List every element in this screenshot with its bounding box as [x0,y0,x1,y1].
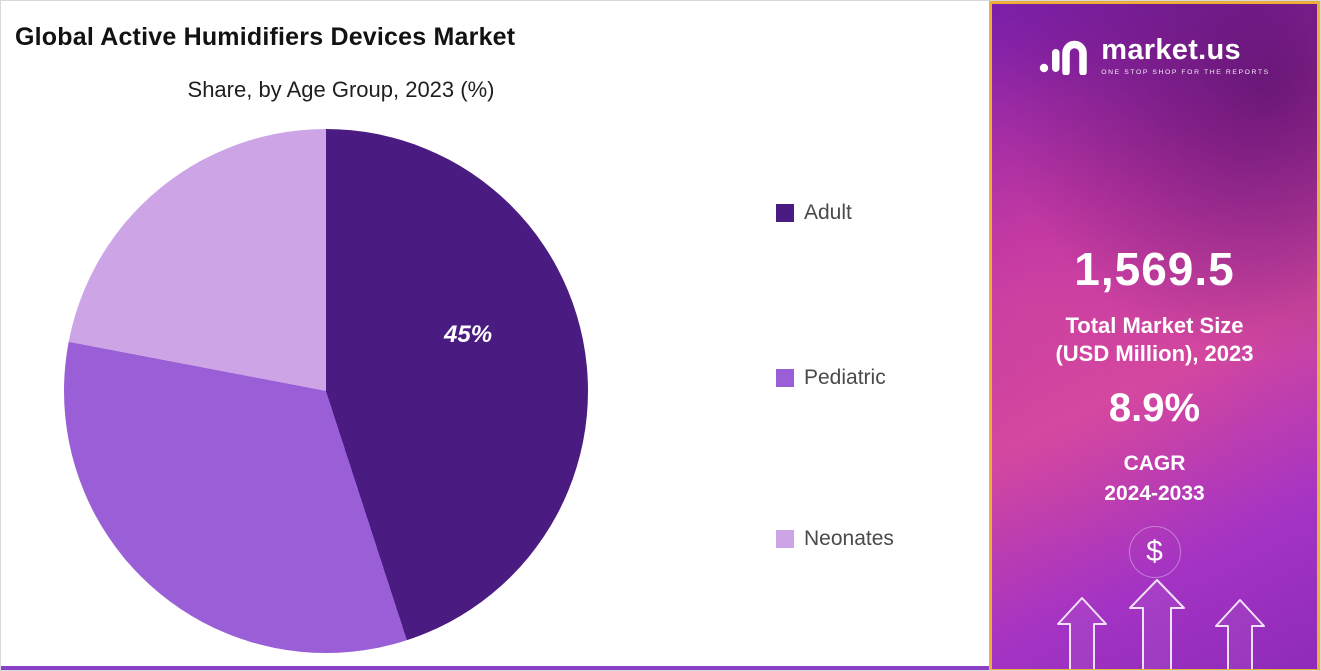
market-size-label: Total Market Size (USD Million), 2023 [992,312,1317,368]
legend-item-neonates: Neonates [776,527,894,551]
brand-name: market.us [1101,34,1241,66]
dollar-icon: $ [1146,535,1163,568]
cagr-period: 2024-2033 [1104,482,1205,505]
cagr-value: 8.9% [1108,386,1201,430]
pie-slice-label-adult: 45% [444,321,493,348]
brand-sidebar: market.us ONE STOP SHOP FOR THE REPORTS … [989,1,1320,670]
growth-arrows-icon [1057,579,1265,669]
legend-label-neonates: Neonates [804,527,894,550]
chart-panel: Global Active Humidifiers Devices Market… [1,1,991,670]
cagr-label: CAGR [1123,452,1186,475]
market-size-value: 1,569.5 [1074,243,1235,295]
legend-swatch-adult [776,204,794,222]
brand-tagline: ONE STOP SHOP FOR THE REPORTS [1101,69,1270,76]
market-size-label-line1: Total Market Size [1065,313,1244,338]
chart-subtitle: Share, by Age Group, 2023 (%) [187,77,495,102]
legend-item-adult: Adult [776,201,852,225]
legend-label-adult: Adult [804,201,852,224]
legend-swatch-neonates [776,530,794,548]
legend-label-pediatric: Pediatric [804,366,886,389]
legend-item-pediatric: Pediatric [776,366,886,390]
pie-chart [64,129,588,653]
brand-text: market.us ONE STOP SHOP FOR THE REPORTS [1101,34,1270,77]
dollar-circle: $ [1128,526,1181,578]
brand-block: market.us ONE STOP SHOP FOR THE REPORTS [992,36,1317,76]
dollar-decoration: $ [992,526,1317,578]
legend-swatch-pediatric [776,369,794,387]
marketus-logo-icon [1040,40,1087,75]
market-size-label-line2: (USD Million), 2023 [1055,341,1254,367]
chart-title: Global Active Humidifiers Devices Market [15,23,516,51]
bottom-accent-strip [1,666,991,670]
